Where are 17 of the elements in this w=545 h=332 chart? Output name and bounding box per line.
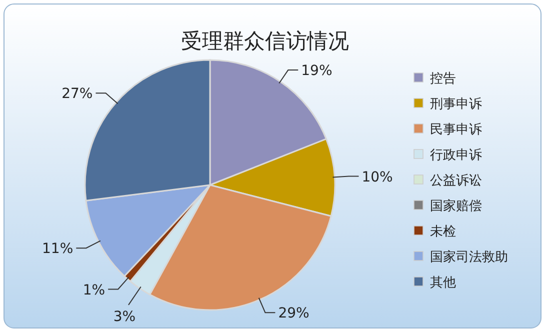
- legend-label: 公益诉讼: [430, 174, 482, 188]
- data-label: 10%: [362, 169, 393, 186]
- legend-label: 刑事申诉: [430, 97, 482, 112]
- data-label: 29%: [278, 306, 310, 322]
- legend-label: 控告: [430, 72, 456, 86]
- data-label: 27%: [62, 86, 93, 102]
- data-label: 11%: [42, 241, 74, 258]
- legend-label: 其他: [430, 276, 456, 290]
- legend-label: 未检: [430, 224, 456, 240]
- data-label: 3%: [113, 308, 136, 325]
- legend-label: 民事申诉: [430, 122, 482, 138]
- chart-title: 受理群众信访情况: [181, 29, 349, 53]
- data-label: 19%: [301, 63, 332, 80]
- legend-label: 国家赔偿: [430, 198, 482, 214]
- legend-label: 国家司法救助: [430, 249, 508, 265]
- legend-label: 行政申诉: [430, 148, 482, 163]
- data-label: 1%: [82, 282, 106, 298]
